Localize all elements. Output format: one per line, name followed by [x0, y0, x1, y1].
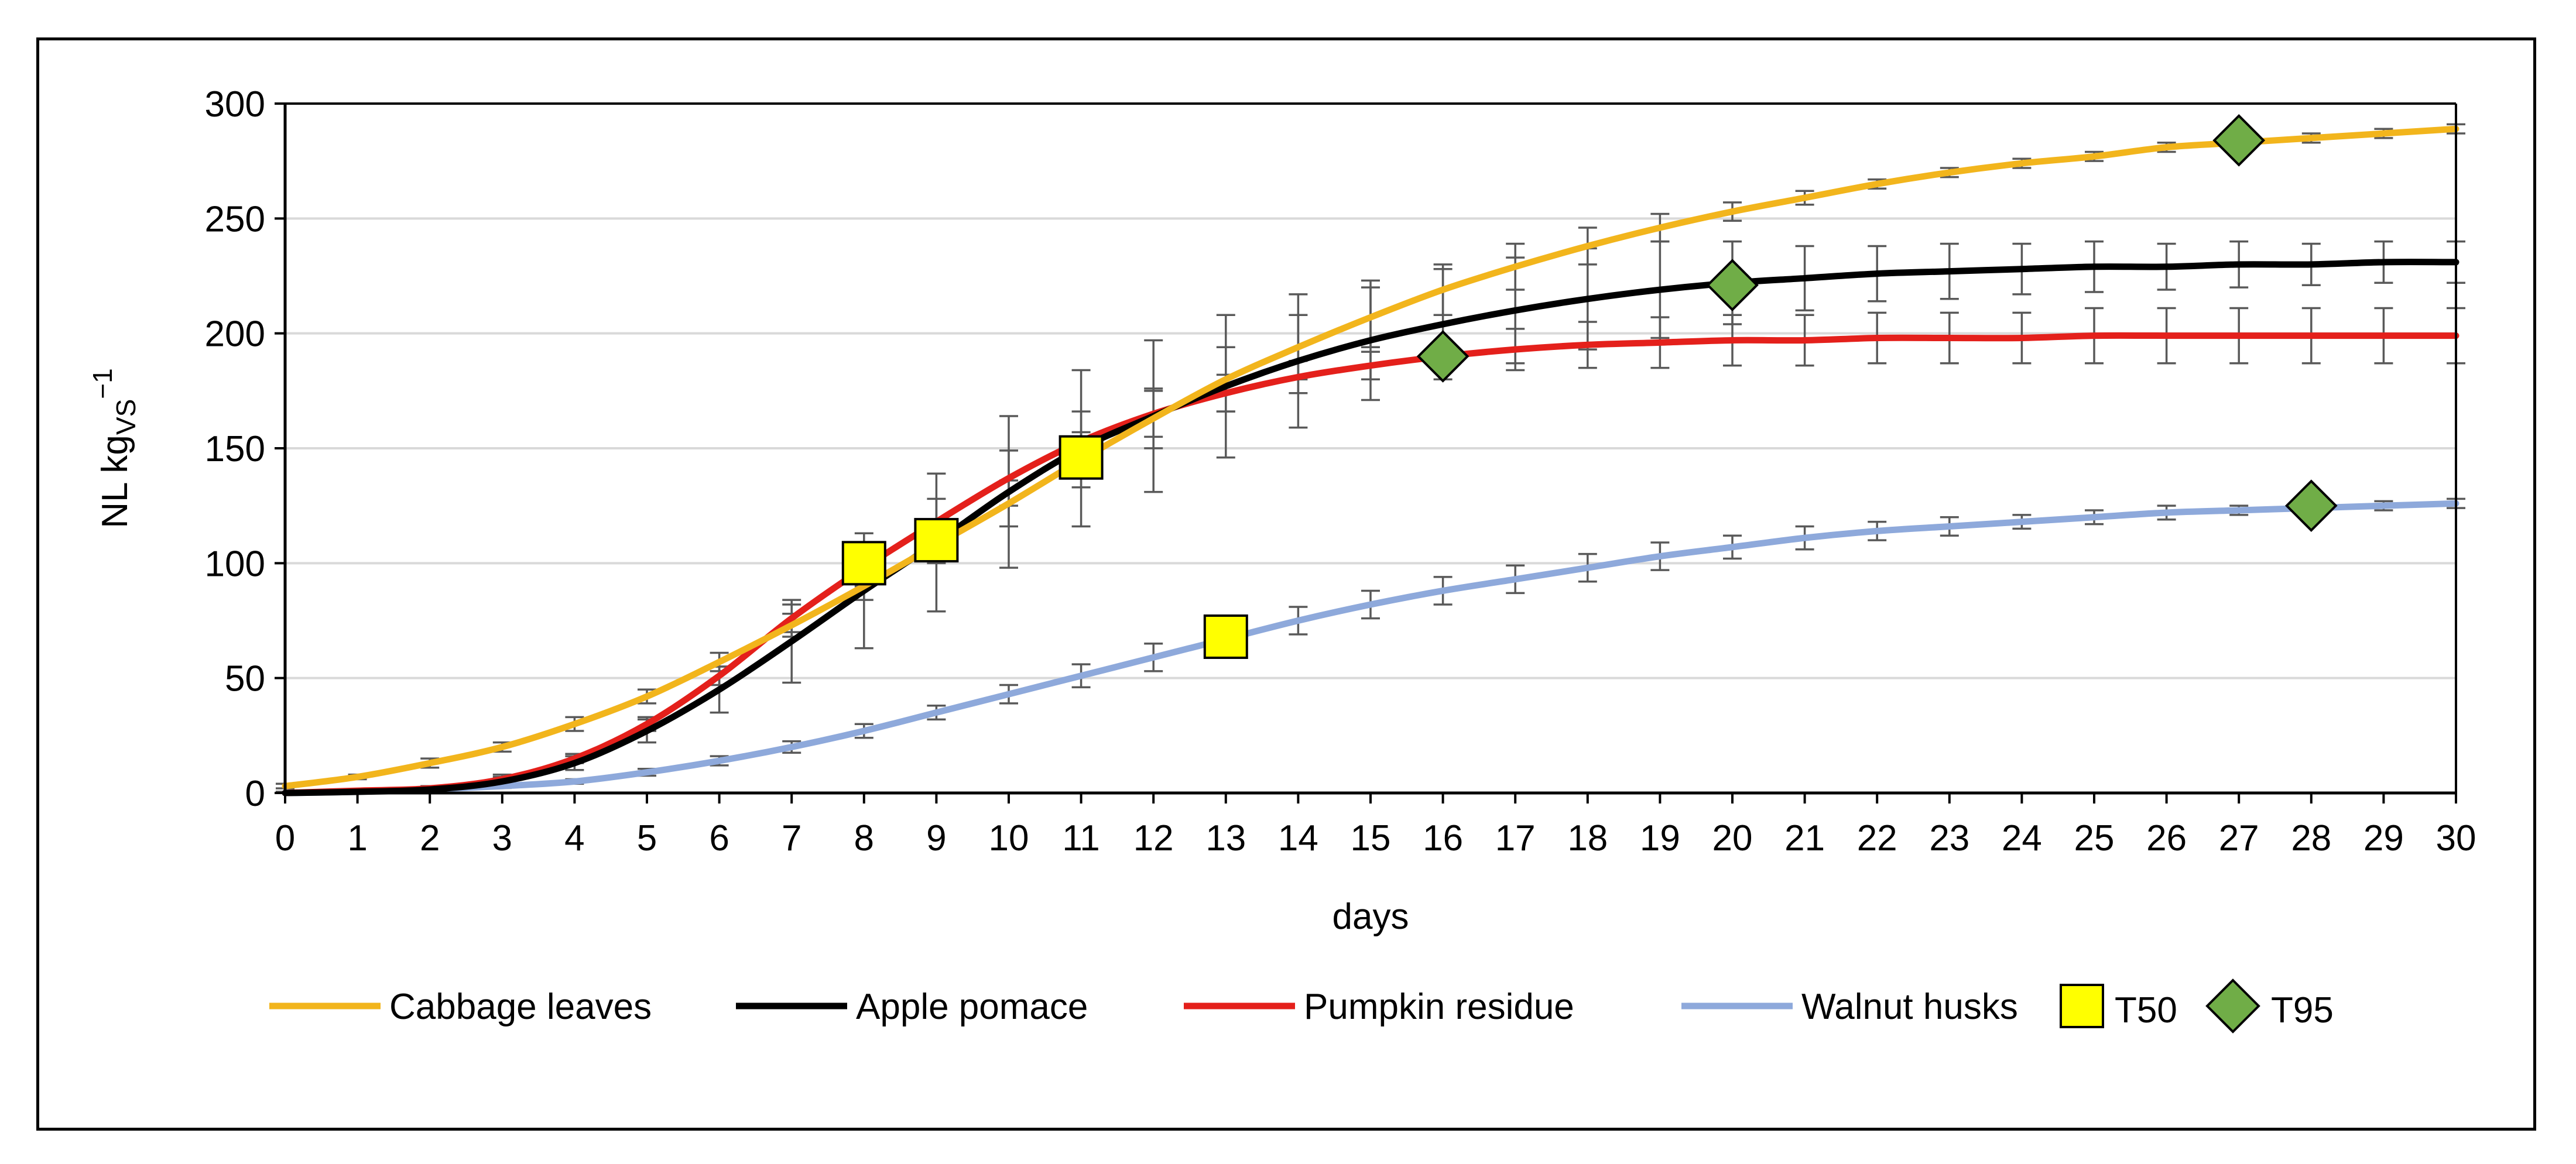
x-tick-label-18: 18: [1567, 818, 1608, 859]
y-axis-title-sup: −1: [87, 368, 118, 399]
marker-t50-9: [914, 518, 959, 563]
x-tick-label-8: 8: [854, 818, 874, 859]
x-tick-label-26: 26: [2146, 818, 2187, 859]
series-lines: [282, 125, 2459, 796]
series-line-cabbage-leaves: [282, 125, 2459, 789]
axes: [275, 102, 2457, 804]
series-line-apple-pomace: [282, 259, 2459, 796]
legend-label-apple-pomace: Apple pomace: [856, 987, 1088, 1027]
x-tick-label-25: 25: [2074, 818, 2115, 859]
x-tick-label-22: 22: [1857, 818, 1897, 859]
legend-label-walnut-husks: Walnut husks: [1801, 987, 2018, 1027]
chart-frame: 0 50 100 150 200 250 300 0 1 2 3 4 5 6 7 8 9 10 11 12 13 14 15…: [36, 37, 2536, 1131]
y-tick-label-150: 150: [205, 429, 265, 469]
x-tick-label-17: 17: [1495, 818, 1536, 859]
x-tick-label-2: 2: [420, 818, 440, 859]
marker-t50-8: [841, 541, 886, 586]
markers: [841, 114, 2338, 659]
x-tick-label-14: 14: [1278, 818, 1318, 859]
y-tick-label-0: 0: [245, 774, 265, 814]
x-tick-label-10: 10: [989, 818, 1029, 859]
x-tick-label-0: 0: [275, 818, 295, 859]
x-tick-label-4: 4: [564, 818, 584, 859]
x-tick-label-5: 5: [637, 818, 657, 859]
error-bars: [276, 123, 2465, 794]
x-tick-label-30: 30: [2436, 818, 2476, 859]
x-tick-label-12: 12: [1133, 818, 1174, 859]
series-line-pumpkin-residue: [282, 332, 2459, 796]
marker-t95-28: [2284, 479, 2338, 532]
y-tick-label-250: 250: [205, 199, 265, 239]
x-tick-label-9: 9: [926, 818, 946, 859]
legend-swatch-t50: [2060, 984, 2104, 1028]
marker-t50-11: [1059, 435, 1104, 480]
legend-label-t50: T50: [2115, 990, 2177, 1031]
x-tick-label-13: 13: [1205, 818, 1246, 859]
legend-label-t95: T95: [2271, 990, 2334, 1031]
x-tick-label-7: 7: [782, 818, 801, 859]
marker-t95-20: [1706, 259, 1759, 312]
x-axis-title: days: [1332, 897, 1409, 937]
x-tick-label-27: 27: [2219, 818, 2259, 859]
marker-t95-16: [1416, 330, 1469, 383]
x-tick-label-15: 15: [1351, 818, 1391, 859]
x-tick-label-19: 19: [1640, 818, 1680, 859]
legend: Cabbage leaves Apple pomace Pumpkin residu…: [269, 978, 2334, 1033]
x-tick-label-23: 23: [1929, 818, 1969, 859]
legend-label-pumpkin-residue: Pumpkin residue: [1304, 987, 1574, 1027]
y-tick-label-100: 100: [205, 544, 265, 584]
y-axis-title-sub: VS: [111, 399, 141, 435]
x-tick-label-29: 29: [2363, 818, 2404, 859]
marker-t50-13: [1203, 614, 1248, 659]
y-axis-title: NL kgVS−1: [87, 368, 141, 528]
x-tick-label-3: 3: [492, 818, 512, 859]
x-tick-label-1: 1: [347, 818, 367, 859]
y-tick-label-50: 50: [225, 659, 265, 699]
y-tick-label-200: 200: [205, 314, 265, 355]
x-tick-label-16: 16: [1423, 818, 1463, 859]
x-tick-label-6: 6: [709, 818, 729, 859]
legend-label-cabbage-leaves: Cabbage leaves: [389, 987, 652, 1027]
x-tick-label-20: 20: [1712, 818, 1753, 859]
x-tick-label-11: 11: [1062, 818, 1099, 859]
legend-swatch-t95: [2205, 978, 2260, 1033]
x-tick-label-28: 28: [2291, 818, 2331, 859]
x-tick-label-24: 24: [2002, 818, 2042, 859]
x-tick-label-21: 21: [1784, 818, 1825, 859]
y-axis-title-main: NL kg: [95, 435, 135, 528]
y-tick-label-300: 300: [205, 84, 265, 125]
marker-t95-27: [2212, 114, 2266, 167]
series-line-walnut-husks: [282, 500, 2459, 796]
